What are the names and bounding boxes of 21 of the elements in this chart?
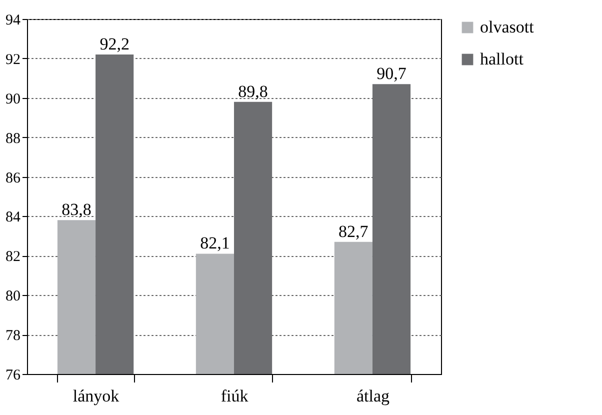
- y-tick-label: 84: [6, 210, 21, 226]
- y-tick-label: 80: [6, 288, 20, 305]
- y-tick-label: 78: [6, 328, 20, 344]
- y-tick-label: 82: [6, 249, 20, 266]
- x-tick-label: lányok: [72, 386, 120, 406]
- legend-label: hallott: [480, 50, 524, 68]
- y-tick-label: 94: [6, 12, 21, 28]
- data-label: 92,2: [100, 34, 130, 54]
- data-label: 83,8: [62, 200, 92, 220]
- y-tick-label: 88: [6, 130, 20, 147]
- y-tick-label: 76: [6, 368, 21, 384]
- x-tick-label: átlag: [356, 386, 390, 406]
- y-tick-label: 92: [6, 52, 20, 68]
- data-label: 82,7: [338, 222, 369, 241]
- y-tick-label: 86: [6, 170, 21, 186]
- legend-label: olvasott: [480, 18, 534, 36]
- data-label: 90,7: [376, 64, 407, 84]
- data-label: 89,8: [238, 82, 268, 101]
- y-tick-label: 90: [6, 91, 20, 108]
- x-tick-label: fiúk: [220, 386, 249, 406]
- data-label: 82,1: [200, 234, 230, 253]
